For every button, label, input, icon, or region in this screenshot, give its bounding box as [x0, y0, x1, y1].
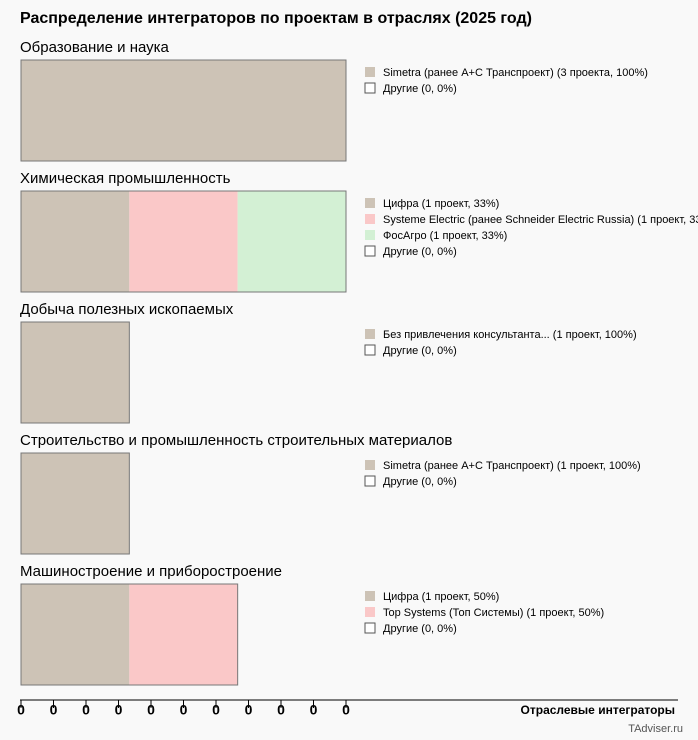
bar-segment — [21, 453, 130, 554]
panel-title: Машиностроение и приборостроение — [20, 563, 282, 580]
legend-swatch — [365, 607, 375, 617]
bar-outline — [20, 59, 347, 162]
legend-label: Simetra (ранее А+С Транспроект) (1 проек… — [383, 460, 641, 472]
legend-swatch — [365, 67, 375, 77]
bar-segment — [21, 60, 346, 161]
x-tick-label: 0 — [212, 702, 220, 718]
legend-swatch — [364, 245, 376, 257]
bar-segment — [21, 584, 130, 685]
bar-outline — [20, 452, 130, 555]
bar-outline — [20, 321, 130, 424]
legend-swatch — [365, 460, 375, 470]
x-tick-label: 0 — [277, 702, 285, 718]
axis-label: Отраслевые интеграторы — [521, 703, 675, 717]
legend-label: ФосАгро (1 проект, 33%) — [383, 230, 507, 242]
legend-swatch — [364, 622, 376, 634]
bar-segment — [21, 191, 130, 292]
legend-label: Другие (0, 0%) — [383, 623, 457, 635]
panel-title: Строительство и промышленность строитель… — [20, 432, 452, 449]
legend-label: Top Systems (Топ Системы) (1 проект, 50%… — [383, 607, 604, 619]
legend-swatch — [365, 230, 375, 240]
bar-outline — [20, 583, 239, 686]
legend-label: Цифра (1 проект, 50%) — [383, 591, 499, 603]
x-tick-label: 0 — [310, 702, 318, 718]
legend-label: Systeme Electric (ранее Schneider Electr… — [383, 214, 698, 226]
legend-label: Simetra (ранее А+С Транспроект) (3 проек… — [383, 67, 648, 79]
watermark: TAdviser.ru — [628, 723, 683, 735]
x-tick-label: 0 — [115, 702, 123, 718]
x-tick-label: 0 — [245, 702, 253, 718]
legend-swatch — [365, 214, 375, 224]
x-tick-label: 0 — [342, 702, 350, 718]
legend-label: Цифра (1 проект, 33%) — [383, 198, 499, 210]
legend-swatch — [365, 591, 375, 601]
panel-title: Химическая промышленность — [20, 170, 231, 187]
bar-segment — [237, 191, 346, 292]
bar-segment — [129, 191, 238, 292]
legend-label: Без привлечения консультанта... (1 проек… — [383, 329, 637, 341]
panel-title: Добыча полезных ископаемых — [20, 301, 234, 318]
legend-label: Другие (0, 0%) — [383, 246, 457, 258]
bar-outline — [20, 190, 347, 293]
x-tick-label: 0 — [180, 702, 188, 718]
legend-swatch — [365, 329, 375, 339]
legend-label: Другие (0, 0%) — [383, 345, 457, 357]
x-tick-label: 0 — [50, 702, 58, 718]
legend-swatch — [364, 344, 376, 356]
x-tick-label: 0 — [17, 702, 25, 718]
bar-segment — [21, 322, 130, 423]
legend-swatch — [364, 475, 376, 487]
legend-swatch — [364, 82, 376, 94]
chart-title: Распределение интеграторов по проектам в… — [20, 10, 532, 27]
bar-segment — [129, 584, 238, 685]
legend-label: Другие (0, 0%) — [383, 83, 457, 95]
panel-title: Образование и наука — [20, 39, 170, 56]
legend-swatch — [365, 198, 375, 208]
x-tick-label: 0 — [82, 702, 90, 718]
x-tick-label: 0 — [147, 702, 155, 718]
legend-label: Другие (0, 0%) — [383, 476, 457, 488]
